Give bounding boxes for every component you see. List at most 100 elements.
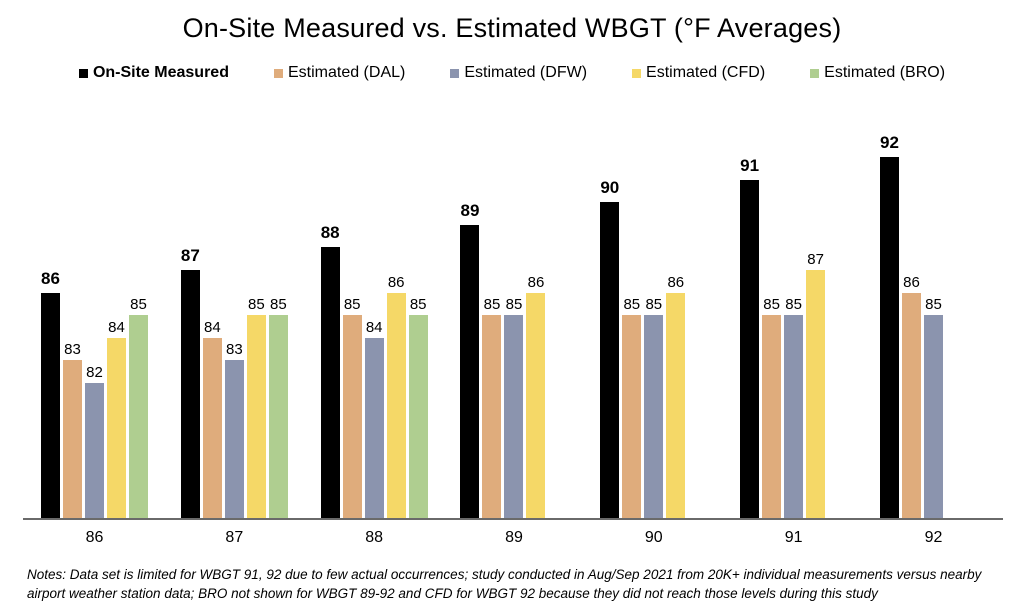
bar (504, 315, 524, 518)
legend-swatch-icon (450, 68, 460, 78)
bar-value-label: 85 (763, 296, 780, 313)
bar (666, 293, 686, 518)
x-axis-label: 89 (505, 529, 523, 546)
legend-swatch-icon (632, 68, 642, 78)
bar-slot: 89 (460, 146, 480, 518)
bar-value-label: 85 (343, 296, 361, 313)
bar-slot (828, 146, 847, 518)
legend-item: Estimated (DFW) (450, 64, 587, 82)
bar-value-label: 86 (387, 274, 405, 291)
bar-value-label: 88 (320, 223, 340, 242)
legend-label: Estimated (DAL) (287, 64, 406, 81)
bar-slot (688, 146, 707, 518)
legend-label: Estimated (DFW) (464, 64, 588, 81)
bar-group-89: 89 85 85 86 (460, 146, 567, 518)
bar (342, 315, 362, 518)
bar-value-label: 86 (41, 269, 60, 288)
legend-item: Estimated (BRO) (810, 64, 945, 82)
bar-slot: 85 (129, 146, 148, 518)
plot-area: 86 83 82 84 85 87 84 83 85 85 88 85 84 86 85 89 85 85 86 90… (23, 134, 1003, 520)
bar-slot: 85 (408, 146, 428, 518)
bar-value-label: 86 (667, 274, 685, 291)
bar-slot: 91 (740, 146, 760, 518)
bar (526, 293, 546, 518)
legend-label: Estimated (BRO) (824, 64, 946, 81)
bar-group-88: 88 85 84 86 85 (320, 146, 428, 518)
bar-slot: 86 (526, 146, 546, 518)
bar (806, 270, 826, 518)
bar (740, 180, 760, 518)
bar-slot: 85 (762, 146, 782, 518)
bar-slot: 85 (504, 146, 524, 518)
bar-value-label: 84 (203, 319, 221, 336)
bar-slot: 86 (386, 146, 406, 518)
bar (923, 315, 943, 518)
legend-swatch-icon (810, 68, 820, 78)
bar-value-label: 85 (247, 296, 265, 313)
bar (320, 247, 340, 518)
legend-label: Estimated (CFD) (646, 64, 766, 81)
bar-group-90: 90 85 85 86 (600, 146, 707, 518)
x-axis-label: 90 (644, 529, 663, 546)
bar-slot: 90 (600, 146, 620, 518)
bar-group-86: 86 83 82 84 85 (41, 146, 148, 518)
bar-slot: 86 (41, 146, 60, 518)
legend-label: On-Site Measured (92, 64, 229, 81)
bar (408, 315, 428, 518)
bar (129, 315, 148, 518)
x-axis-label: 87 (225, 529, 244, 546)
bar (460, 225, 480, 518)
bar-value-label: 85 (483, 296, 501, 313)
legend-item: On-Site Measured (78, 64, 229, 82)
bar (85, 383, 104, 518)
bar-value-label: 85 (623, 296, 641, 313)
bar-value-label: 91 (740, 156, 760, 175)
bar-group-87: 87 84 83 85 85 (180, 146, 288, 518)
x-axis-label: 92 (924, 529, 943, 546)
bar (364, 338, 384, 518)
bar-group-92: 92 86 85 (879, 134, 987, 518)
legend-item: Estimated (CFD) (632, 64, 765, 82)
bar (600, 202, 620, 518)
x-axis-label: 91 (784, 529, 803, 546)
bar-value-label: 86 (903, 274, 920, 291)
bar-slot (946, 146, 965, 518)
bar-value-label: 85 (785, 296, 802, 313)
bar (268, 315, 288, 518)
notes-text: Notes: Data set is limited for WBGT 91, … (27, 567, 982, 602)
legend-swatch-icon (78, 68, 88, 78)
bar-value-label: 85 (269, 296, 287, 313)
x-axis-label: 88 (365, 529, 384, 546)
bar-slot: 85 (482, 146, 502, 518)
bar (762, 315, 782, 518)
bar-slot: 87 (180, 146, 200, 518)
bar-value-label: 85 (505, 296, 523, 313)
bar-slot: 86 (901, 146, 921, 518)
bar-slot (548, 146, 567, 518)
bar (41, 293, 60, 518)
bar (180, 270, 200, 518)
bar-slot: 85 (342, 146, 362, 518)
bar (644, 315, 664, 518)
bar-value-label: 85 (645, 296, 663, 313)
legend-swatch-icon (273, 68, 283, 78)
bar-slot: 84 (364, 146, 384, 518)
bar-value-label: 85 (130, 296, 147, 313)
legend-item: Estimated (DAL) (273, 64, 406, 82)
bar (879, 157, 899, 518)
bar-group-91: 91 85 85 87 (740, 146, 847, 518)
bar (202, 338, 222, 518)
x-axis-label: 86 (85, 529, 104, 546)
bar-slot: 88 (320, 146, 340, 518)
bar (622, 315, 642, 518)
bar (482, 315, 502, 518)
bar-slot: 84 (107, 146, 126, 518)
chart-title: On-Site Measured vs. Estimated WBGT (°F … (182, 13, 842, 43)
bar (107, 338, 126, 518)
bar-slot: 85 (622, 146, 642, 518)
bar-value-label: 83 (64, 341, 81, 358)
bar (386, 293, 406, 518)
bar-slot: 82 (85, 146, 104, 518)
bar-value-label: 82 (86, 364, 103, 381)
bar (224, 360, 244, 518)
